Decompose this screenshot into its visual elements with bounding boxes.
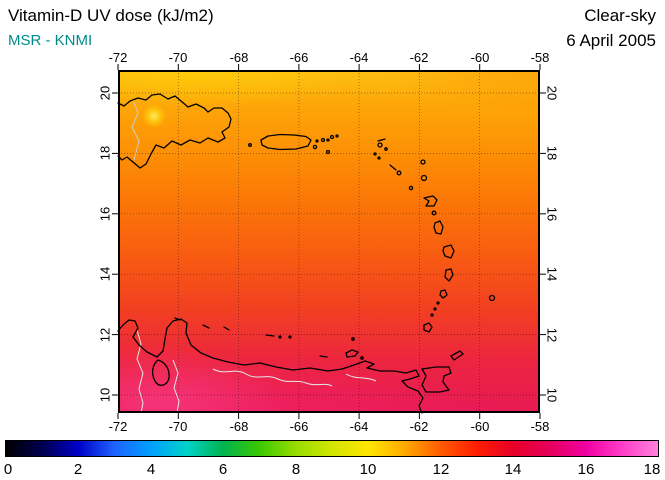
coast-trinidad <box>421 366 452 393</box>
colorbar-tick-label: 10 <box>359 461 377 478</box>
colorbar-tick-label: 14 <box>504 461 522 478</box>
lon-tick-label-bottom: -60 <box>470 419 490 434</box>
lat-tick-label-left: 18 <box>97 145 113 161</box>
lon-tick-label-top: -70 <box>168 50 188 65</box>
lon-tick-label-bottom: -70 <box>168 419 188 434</box>
date-label: 6 April 2005 <box>566 31 656 50</box>
condition-label: Clear-sky <box>584 6 656 25</box>
lon-tick-label-bottom: -66 <box>289 419 309 434</box>
country-border-lines <box>136 329 377 414</box>
colorbar <box>5 440 659 457</box>
colorbar-tick-label: 16 <box>577 461 595 478</box>
colorbar-tick-label: 2 <box>73 461 83 478</box>
lat-tick-label-right: 14 <box>544 266 560 282</box>
coast-south-america <box>117 318 424 414</box>
lon-tick-label-top: -60 <box>470 50 490 65</box>
lon-tick-label-bottom: -68 <box>229 419 249 434</box>
colorbar-tick-label: 12 <box>432 461 450 478</box>
lake-maracaibo <box>151 359 170 386</box>
lat-tick-label-left: 16 <box>97 206 113 222</box>
lat-tick-label-right: 10 <box>544 387 560 403</box>
lon-tick-label-bottom: -72 <box>108 419 128 434</box>
lon-tick-label-top: -64 <box>349 50 369 65</box>
lon-tick-label-top: -62 <box>409 50 429 65</box>
lon-tick-label-top: -58 <box>530 50 550 65</box>
colorbar-tick-label: 0 <box>3 461 13 478</box>
grid-lines <box>118 70 540 413</box>
map-overlay-svg <box>112 64 546 419</box>
header-right-block: Clear-sky 6 April 2005 <box>566 6 656 51</box>
lon-tick-label-top: -66 <box>289 50 309 65</box>
lon-tick-label-top: -68 <box>229 50 249 65</box>
colorbar-tick-label: 4 <box>146 461 156 478</box>
lat-tick-label-right: 18 <box>544 145 560 161</box>
page-title: Vitamin-D UV dose (kJ/m2) <box>8 6 214 25</box>
lat-tick-label-right: 16 <box>544 206 560 222</box>
lat-tick-label-left: 12 <box>97 327 113 343</box>
map-canvas <box>112 64 546 419</box>
map-frame <box>118 70 540 413</box>
lon-tick-label-top: -72 <box>108 50 128 65</box>
coast-hispaniola <box>117 93 232 169</box>
lon-tick-label-bottom: -62 <box>409 419 429 434</box>
lat-tick-label-left: 10 <box>97 387 113 403</box>
lat-tick-label-right: 20 <box>544 85 560 101</box>
axis-ticks <box>112 64 546 419</box>
lat-tick-label-right: 12 <box>544 327 560 343</box>
lon-tick-label-bottom: -64 <box>349 419 369 434</box>
coastlines <box>117 93 496 414</box>
lon-tick-label-bottom: -58 <box>530 419 550 434</box>
coast-tobago <box>450 350 464 361</box>
title-block: Vitamin-D UV dose (kJ/m2) MSR - KNMI <box>8 6 214 49</box>
hispaniola-border-line <box>131 99 140 161</box>
lat-tick-label-left: 14 <box>97 266 113 282</box>
colorbar-tick-label: 18 <box>643 461 661 478</box>
coast-puerto-rico <box>260 133 312 151</box>
colorbar-tick-label: 6 <box>218 461 228 478</box>
lat-tick-label-left: 20 <box>97 85 113 101</box>
colorbar-tick-label: 8 <box>291 461 301 478</box>
source-label: MSR - KNMI <box>8 32 93 49</box>
